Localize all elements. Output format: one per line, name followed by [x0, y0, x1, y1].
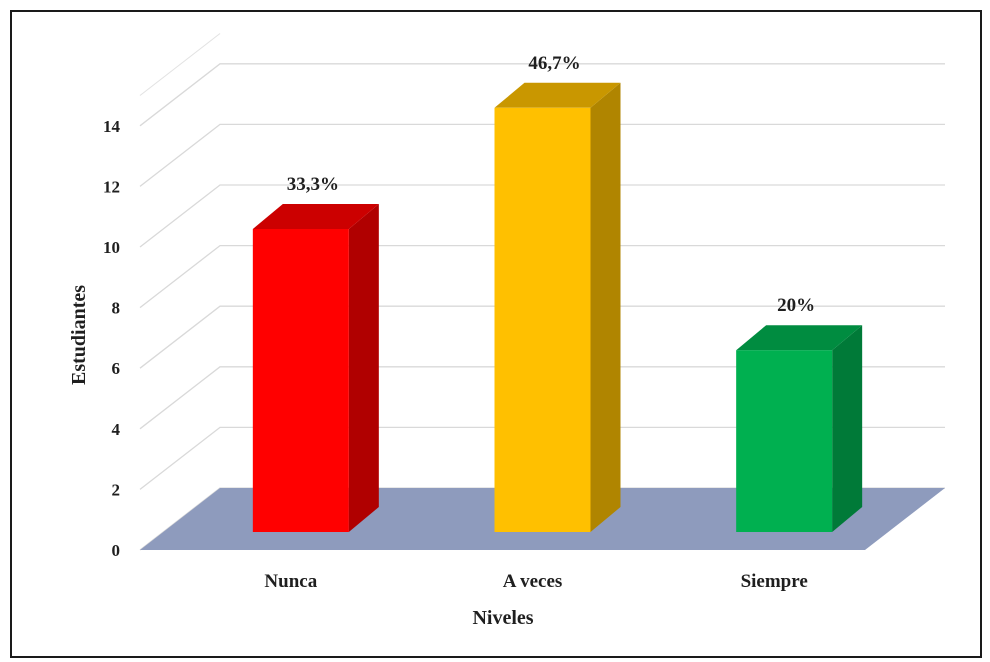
gridline: [139, 366, 945, 430]
y-axis-ticks: 0 2 4 6 8 10 12 14: [103, 117, 121, 560]
data-label: 46,7%: [528, 53, 580, 74]
y-tick-label: 8: [112, 299, 121, 318]
y-tick-label: 14: [103, 117, 121, 136]
gridline: [139, 123, 945, 187]
gridline: [139, 184, 945, 248]
category-label: Siempre: [741, 571, 808, 592]
gridline: [139, 305, 945, 369]
gridline: [139, 244, 945, 309]
y-axis-title: Estudiantes: [68, 285, 90, 385]
category-label: Nunca: [264, 571, 317, 592]
y-tick-label: 0: [112, 541, 121, 560]
gridline: [139, 63, 945, 127]
data-label: 33,3%: [287, 174, 339, 195]
y-tick-label: 4: [112, 420, 121, 439]
category-label: A veces: [503, 571, 563, 592]
data-labels: 33,3% 46,7% 20%: [287, 53, 815, 316]
bar: [494, 82, 621, 533]
chart-walls: [139, 33, 221, 96]
y-tick-label: 12: [103, 177, 120, 196]
y-tick-label: 6: [112, 359, 121, 378]
bars: [252, 82, 863, 533]
bar: [252, 204, 379, 532]
gridline: [139, 426, 945, 490]
y-tick-label: 10: [103, 238, 120, 257]
bar: [736, 325, 863, 532]
x-axis-title: Niveles: [472, 607, 533, 629]
category-labels: Nunca A veces Siempre: [264, 571, 807, 592]
data-label: 20%: [777, 295, 815, 316]
y-tick-label: 2: [112, 480, 121, 499]
